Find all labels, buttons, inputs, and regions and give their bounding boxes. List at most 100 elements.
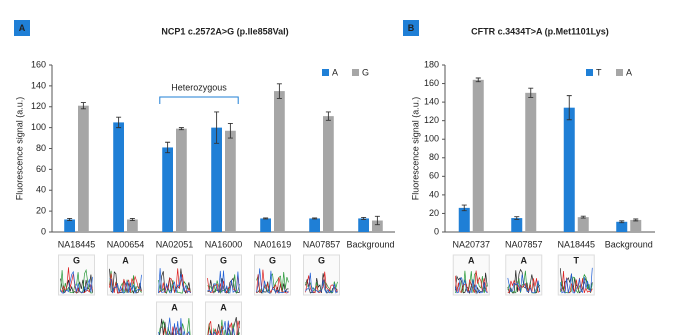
- bar: [162, 147, 173, 232]
- chromatogram-base: A: [521, 255, 528, 265]
- legend-swatch: [586, 69, 593, 76]
- bar: [563, 107, 575, 232]
- x-tick-label: Background: [346, 239, 394, 249]
- chromatogram-trace: [158, 268, 191, 294]
- x-tick-label: NA20737: [452, 239, 490, 249]
- legend-swatch: [616, 69, 623, 76]
- chromatogram-base: G: [269, 255, 276, 265]
- y-tick-label: 120: [424, 115, 439, 125]
- y-tick-label: 60: [36, 164, 46, 174]
- chromatogram-base: G: [73, 255, 80, 265]
- legend-label: G: [362, 67, 369, 77]
- chromatogram-trace: [454, 270, 488, 294]
- chromatogram-trace: [256, 268, 289, 294]
- error-bar: [227, 123, 233, 139]
- chromatogram-trace: [60, 270, 93, 294]
- bar: [64, 219, 75, 232]
- x-tick-label: NA02051: [156, 239, 194, 249]
- bar: [525, 92, 537, 232]
- error-bar: [214, 111, 220, 144]
- bar: [616, 221, 628, 232]
- panel-label: B: [408, 23, 415, 33]
- x-tick-label: NA07857: [505, 239, 543, 249]
- bar: [630, 219, 642, 232]
- chromatogram-trace: [507, 278, 540, 294]
- chromatogram-base: A: [171, 302, 178, 312]
- legend-swatch: [352, 69, 359, 76]
- chromatogram-trace: [559, 267, 593, 294]
- chromatogram-base: G: [220, 255, 227, 265]
- chromatogram-trace: [507, 274, 541, 294]
- panel-label: A: [19, 23, 26, 33]
- chromatogram-trace: [256, 271, 289, 295]
- error-bar: [263, 217, 269, 220]
- bar: [458, 207, 470, 232]
- chromatogram-trace: [109, 274, 142, 294]
- chromatogram-trace: [454, 277, 488, 294]
- error-bar: [633, 218, 639, 222]
- chromatogram-trace: [559, 273, 593, 294]
- y-tick-label: 140: [31, 80, 46, 90]
- x-tick-label: NA18445: [557, 239, 595, 249]
- error-bar: [312, 217, 318, 220]
- legend-label: A: [626, 67, 632, 77]
- error-bar: [514, 216, 520, 220]
- annotation-bracket: [159, 96, 239, 104]
- bar: [358, 218, 369, 232]
- y-tick-label: 160: [424, 78, 439, 88]
- y-axis-label: Fluorescence signal (a.u.): [14, 97, 24, 201]
- chromatogram-trace: [60, 268, 93, 294]
- chromatogram-trace: [207, 317, 240, 335]
- chromatogram-base: T: [574, 255, 580, 265]
- chromatogram-trace: [208, 320, 235, 335]
- chromatogram-trace: [158, 317, 190, 335]
- chromatogram-base: A: [122, 255, 129, 265]
- chromatogram-trace: [207, 270, 240, 294]
- x-tick-label: Background: [605, 239, 653, 249]
- bar: [78, 105, 89, 232]
- y-tick-label: 0: [41, 226, 46, 236]
- panel-label-box: [403, 20, 419, 36]
- error-bar: [361, 216, 367, 220]
- chromatogram-trace: [159, 318, 183, 335]
- error-bar: [80, 102, 86, 110]
- error-bar: [276, 83, 282, 99]
- panel-label-box: [14, 20, 30, 36]
- y-tick-label: 100: [31, 122, 46, 132]
- annotation: Heterozygous: [171, 82, 227, 92]
- y-tick-label: 180: [424, 59, 439, 69]
- bar: [260, 218, 271, 232]
- chromatogram-base: G: [171, 255, 178, 265]
- y-tick-label: 100: [424, 134, 439, 144]
- bar: [577, 217, 589, 232]
- y-axis-label: Fluorescence signal (a.u.): [410, 97, 420, 201]
- error-bar: [116, 116, 122, 129]
- error-bar: [129, 217, 135, 221]
- chromatogram-trace: [207, 274, 240, 294]
- error-bar: [619, 220, 625, 224]
- y-tick-label: 60: [429, 171, 439, 181]
- chromatogram-trace: [158, 268, 191, 294]
- legend-label: A: [332, 67, 338, 77]
- chromatogram-trace: [305, 273, 338, 294]
- y-tick-label: 80: [36, 143, 46, 153]
- chromatogram-trace: [60, 267, 93, 294]
- error-bar: [566, 95, 572, 121]
- legend-label: T: [596, 67, 602, 77]
- bar: [211, 127, 222, 232]
- y-tick-label: 40: [36, 185, 46, 195]
- bar: [323, 116, 334, 232]
- chromatogram-trace: [163, 326, 189, 335]
- x-tick-label: NA18445: [58, 239, 96, 249]
- y-tick-label: 0: [434, 226, 439, 236]
- error-bar: [325, 111, 331, 121]
- bar: [225, 130, 236, 232]
- y-tick-label: 140: [424, 96, 439, 106]
- chart-title: CFTR c.3434T>A (p.Met1101Lys): [471, 26, 609, 36]
- chromatogram-trace: [454, 270, 488, 294]
- y-tick-label: 40: [429, 189, 439, 199]
- bar: [511, 218, 523, 232]
- y-tick-label: 160: [31, 59, 46, 69]
- error-bar: [178, 127, 184, 131]
